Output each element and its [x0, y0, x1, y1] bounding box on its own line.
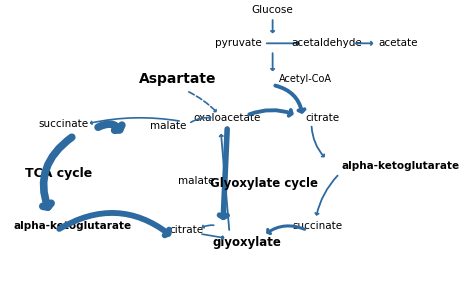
Text: succinate: succinate — [38, 119, 88, 129]
Text: Aspartate: Aspartate — [139, 72, 217, 86]
Text: acetaldehyde: acetaldehyde — [291, 38, 362, 48]
Text: TCA cycle: TCA cycle — [25, 167, 92, 180]
Text: alpha-ketoglutarate: alpha-ketoglutarate — [342, 161, 460, 171]
Text: citrate: citrate — [169, 225, 203, 235]
Text: alpha-ketoglutarate: alpha-ketoglutarate — [14, 221, 132, 231]
Text: Glucose: Glucose — [252, 5, 293, 15]
Text: oxaloacetate: oxaloacetate — [193, 113, 261, 123]
Text: citrate: citrate — [305, 113, 339, 123]
Text: succinate: succinate — [293, 221, 343, 231]
Text: malate: malate — [178, 176, 214, 186]
Text: malate: malate — [150, 121, 186, 131]
Text: pyruvate: pyruvate — [215, 38, 262, 48]
Text: Acetyl-CoA: Acetyl-CoA — [279, 74, 332, 84]
Text: Glyoxylate cycle: Glyoxylate cycle — [210, 176, 318, 189]
Text: acetate: acetate — [378, 38, 418, 48]
Text: glyoxylate: glyoxylate — [212, 236, 281, 249]
